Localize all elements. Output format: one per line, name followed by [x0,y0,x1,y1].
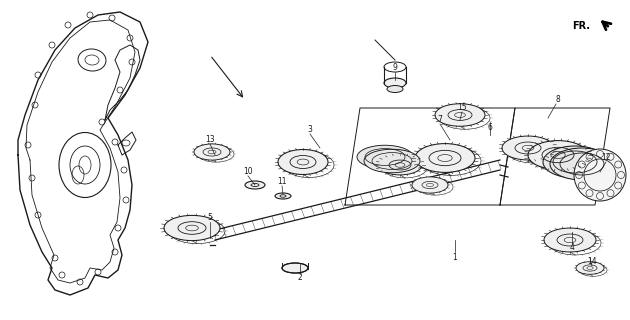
Text: 11: 11 [277,178,287,187]
Ellipse shape [412,177,448,193]
Text: 10: 10 [243,167,253,177]
Ellipse shape [550,148,614,180]
Ellipse shape [574,149,626,201]
Ellipse shape [502,136,554,160]
Text: 14: 14 [587,258,597,267]
Text: 7: 7 [438,116,442,124]
Text: 1: 1 [452,253,457,262]
Ellipse shape [543,146,607,178]
Text: 3: 3 [307,125,312,134]
Text: 6: 6 [488,124,493,132]
Ellipse shape [387,85,403,92]
Text: 2: 2 [297,274,302,283]
Ellipse shape [194,144,230,160]
Text: 12: 12 [601,154,610,163]
Text: 13: 13 [205,135,215,145]
Text: 5: 5 [207,213,212,222]
Ellipse shape [384,78,406,88]
Ellipse shape [364,149,420,173]
Text: 8: 8 [556,95,560,105]
Ellipse shape [278,149,328,174]
Ellipse shape [282,263,308,273]
Ellipse shape [357,145,413,169]
Ellipse shape [435,104,485,126]
Ellipse shape [245,181,265,189]
Ellipse shape [415,144,475,172]
Ellipse shape [544,228,596,252]
Text: 4: 4 [570,244,575,252]
Text: FR.: FR. [572,21,590,31]
Ellipse shape [528,140,588,169]
Text: 9: 9 [392,63,398,73]
Ellipse shape [378,155,422,175]
Ellipse shape [164,215,220,241]
Text: 15: 15 [457,103,467,113]
Ellipse shape [275,193,291,199]
Ellipse shape [576,262,604,274]
